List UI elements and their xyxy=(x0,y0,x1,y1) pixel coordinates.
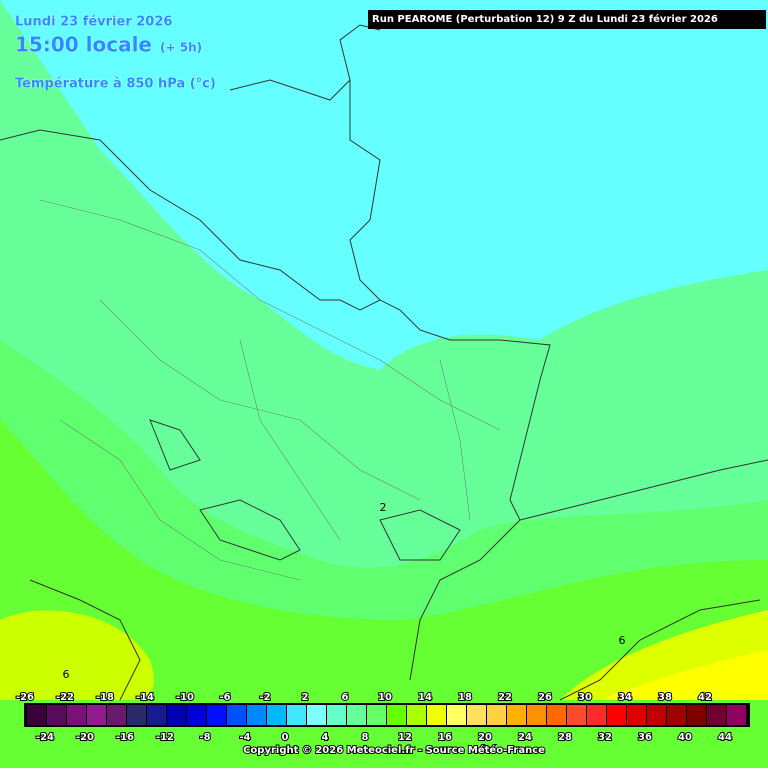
legend-label: 26 xyxy=(538,692,552,703)
cold-zone xyxy=(0,0,768,370)
border xyxy=(0,129,551,681)
legend-swatch xyxy=(387,705,406,725)
warm-zone xyxy=(0,420,768,768)
contour xyxy=(29,419,461,701)
legend-swatch xyxy=(567,705,586,725)
legend-swatch xyxy=(427,705,446,725)
legend-swatch xyxy=(27,705,46,725)
legend-swatch xyxy=(187,705,206,725)
legend-swatch xyxy=(407,705,426,725)
legend-swatch xyxy=(347,705,366,725)
offset: (+ 5h) xyxy=(160,41,202,55)
run-box xyxy=(368,10,766,29)
legend-label: -2 xyxy=(259,692,270,703)
legend-label: 44 xyxy=(718,732,732,743)
border xyxy=(519,459,768,521)
legend-swatch xyxy=(67,705,86,725)
legend-label: 16 xyxy=(438,732,452,743)
legend-swatch xyxy=(627,705,646,725)
legend-label: -16 xyxy=(116,732,134,743)
border xyxy=(229,79,351,101)
legend-swatch xyxy=(207,705,226,725)
border xyxy=(339,24,381,301)
legend-label: -18 xyxy=(96,692,114,703)
hot-se xyxy=(600,650,768,700)
legend-label: 8 xyxy=(362,732,369,743)
legend-label: 2 xyxy=(302,692,309,703)
legend-label: 18 xyxy=(458,692,472,703)
legend-swatch xyxy=(87,705,106,725)
warm-sw xyxy=(0,610,154,700)
legend-swatch xyxy=(687,705,706,725)
legend-label: 10 xyxy=(378,692,392,703)
legend-swatch xyxy=(647,705,666,725)
legend-label: -12 xyxy=(156,732,174,743)
legend-label: -6 xyxy=(219,692,230,703)
legend-swatch xyxy=(587,705,606,725)
legend-swatch xyxy=(727,705,746,725)
legend-label: -22 xyxy=(56,692,74,703)
legend-label: -26 xyxy=(16,692,34,703)
legend-label: 32 xyxy=(598,732,612,743)
legend-label: 28 xyxy=(558,732,572,743)
legend-label: 34 xyxy=(618,692,632,703)
legend-swatch xyxy=(107,705,126,725)
legend-label: 6 xyxy=(342,692,349,703)
legend-label: -8 xyxy=(199,732,210,743)
date: Lundi 23 février 2026 xyxy=(15,15,172,30)
legend-swatch xyxy=(147,705,166,725)
legend-label: 30 xyxy=(578,692,592,703)
legend-swatch xyxy=(607,705,626,725)
legend-label: 24 xyxy=(518,732,532,743)
legend-swatch xyxy=(167,705,186,725)
legend-label: 0 xyxy=(282,732,289,743)
legend-swatch xyxy=(507,705,526,725)
contour-label: 2 xyxy=(380,501,387,514)
legend-swatch xyxy=(487,705,506,725)
border xyxy=(559,599,761,701)
legend-label: -20 xyxy=(76,732,94,743)
legend-swatch xyxy=(527,705,546,725)
legend-swatch xyxy=(227,705,246,725)
legend-swatch xyxy=(547,705,566,725)
legend-swatch xyxy=(267,705,286,725)
run-title: Run PEAROME (Perturbation 12) 9 Z du Lun… xyxy=(372,13,718,25)
legend-swatch xyxy=(307,705,326,725)
legend-label: 22 xyxy=(498,692,512,703)
legend-label: 40 xyxy=(678,732,692,743)
field: Température à 850 hPa (°c) xyxy=(15,77,216,92)
contour-label: 6 xyxy=(619,634,626,647)
legend-swatch xyxy=(247,705,266,725)
legend-swatch xyxy=(47,705,66,725)
legend-label: -4 xyxy=(239,732,250,743)
legend-label: 14 xyxy=(418,692,432,703)
legend-swatch xyxy=(447,705,466,725)
copyright: Copyright © 2026 Meteociel.fr - Source M… xyxy=(243,744,545,756)
legend-swatch xyxy=(667,705,686,725)
legend-label: -14 xyxy=(136,692,154,703)
legend-swatch xyxy=(467,705,486,725)
legend-label: 12 xyxy=(398,732,412,743)
legend-swatch xyxy=(707,705,726,725)
legend-swatch xyxy=(287,705,306,725)
legend-label: -24 xyxy=(36,732,54,743)
legend-swatch xyxy=(127,705,146,725)
contour-label: 6 xyxy=(63,668,70,681)
legend-label: 38 xyxy=(658,692,672,703)
time: 15:00 locale xyxy=(15,33,152,57)
legend-swatch xyxy=(327,705,346,725)
legend-label: -10 xyxy=(176,692,194,703)
region-border xyxy=(39,199,501,581)
legend-swatch xyxy=(367,705,386,725)
legend-label: 36 xyxy=(638,732,652,743)
legend-label: 42 xyxy=(698,692,712,703)
legend-label: 20 xyxy=(478,732,492,743)
legend-label: 4 xyxy=(322,732,329,743)
